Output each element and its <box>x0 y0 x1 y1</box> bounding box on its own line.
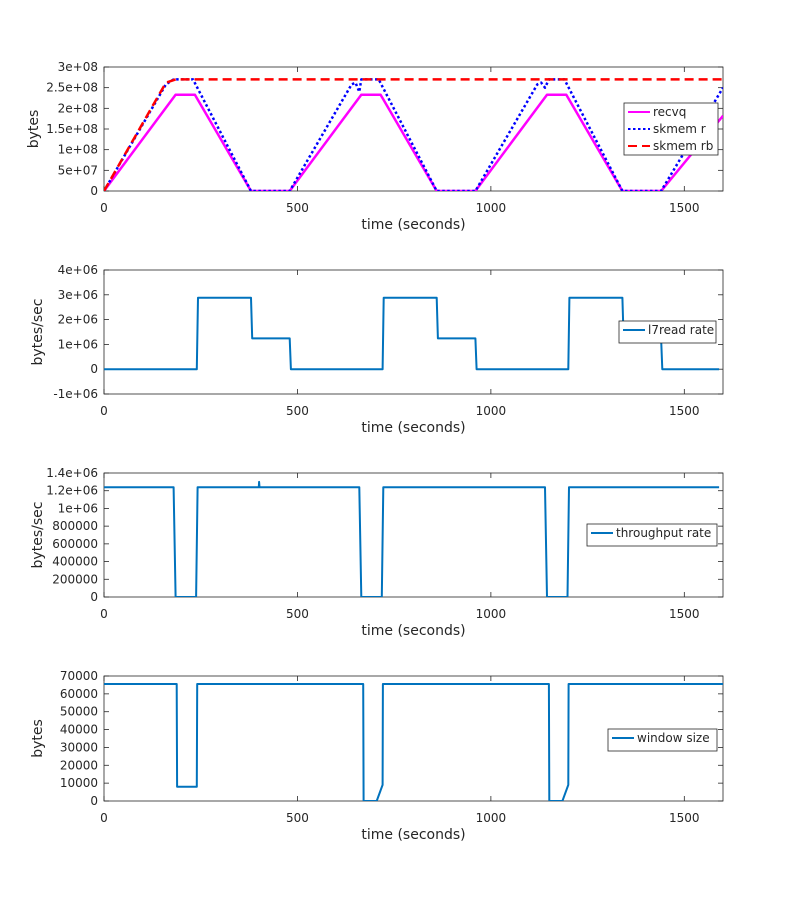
legend-box <box>607 728 718 752</box>
subplot-1: 0 500 1000 1500 0 5e+07 1e+08 1.5e+08 2e+08 2.5e+… <box>26 60 724 233</box>
y-tick-label: 10000 <box>60 776 98 790</box>
y-tick-label: 5e+07 <box>58 163 98 177</box>
x-tick-label: 500 <box>286 811 309 825</box>
x-tick-label: 0 <box>100 607 108 621</box>
y-tick-label: 0 <box>90 184 98 198</box>
x-tick-label: 1000 <box>476 201 507 215</box>
axes-frame <box>103 472 724 598</box>
x-axis-label: time (seconds) <box>361 827 465 843</box>
x-tick-label: 0 <box>100 201 108 215</box>
x-tick-label: 500 <box>286 404 309 418</box>
y-tick-label: 2e+08 <box>58 101 98 115</box>
x-axis-label: time (seconds) <box>361 420 465 436</box>
y-tick-label: 1.2e+06 <box>46 484 98 498</box>
y-axis-label: bytes/sec <box>30 299 46 366</box>
legend-entry: skmem rb <box>653 139 713 153</box>
legend: recvq skmem r skmem rb <box>623 102 719 156</box>
x-tick-label: 500 <box>286 607 309 621</box>
y-axis-label: bytes <box>26 110 42 149</box>
y-tick-label: 0 <box>90 362 98 376</box>
legend-entry: skmem r <box>653 122 706 136</box>
x-tick-label: 0 <box>100 404 108 418</box>
x-tick-label: 1000 <box>476 404 507 418</box>
y-tick-label: 0 <box>90 590 98 604</box>
series-line-throughput-rate <box>104 480 720 597</box>
legend-entry: throughput rate <box>616 526 711 540</box>
y-tick-label: -1e+06 <box>53 387 98 401</box>
y-tick-label: 70000 <box>60 669 98 683</box>
y-tick-label: 2e+06 <box>58 313 98 327</box>
series-line-recvq <box>104 93 723 191</box>
series-line-skmem-rb <box>104 78 723 191</box>
y-tick-label: 40000 <box>60 723 98 737</box>
legend-box <box>586 523 718 547</box>
x-tick-label: 1500 <box>669 607 700 621</box>
x-tick-label: 1500 <box>669 811 700 825</box>
y-tick-label: 0 <box>90 794 98 808</box>
y-tick-label: 4e+06 <box>58 263 98 277</box>
x-axis-label: time (seconds) <box>361 623 465 639</box>
legend: l7read rate <box>618 320 717 344</box>
y-tick-label: 600000 <box>52 537 98 551</box>
y-tick-label: 3e+06 <box>58 288 98 302</box>
x-tick-label: 1000 <box>476 607 507 621</box>
legend-entry: l7read rate <box>648 323 714 337</box>
subplot-4: 0 500 1000 1500 0 10000 20000 30000 40000 50000 60… <box>30 669 724 843</box>
y-tick-label: 1.5e+08 <box>46 122 98 136</box>
y-tick-label: 20000 <box>60 758 98 772</box>
series-line-window-size <box>104 683 723 801</box>
x-tick-label: 1000 <box>476 811 507 825</box>
x-tick-label: 0 <box>100 811 108 825</box>
y-tick-label: 50000 <box>60 705 98 719</box>
y-tick-label: 200000 <box>52 572 98 586</box>
axes-frame <box>103 675 724 802</box>
legend: throughput rate <box>586 523 718 547</box>
legend-box <box>618 320 717 344</box>
legend-entry: window size <box>637 731 710 745</box>
y-tick-label: 1e+08 <box>58 143 98 157</box>
x-axis-label: time (seconds) <box>361 217 465 233</box>
y-tick-label: 60000 <box>60 687 98 701</box>
y-tick-label: 400000 <box>52 555 98 569</box>
legend-entry: recvq <box>653 105 686 119</box>
axes-frame <box>103 269 724 395</box>
y-axis-label: bytes <box>30 719 46 758</box>
subplot-3: 0 500 1000 1500 0 200000 400000 600000 800000 1e+… <box>30 466 724 639</box>
y-tick-label: 1e+06 <box>58 501 98 515</box>
y-tick-label: 3e+08 <box>58 60 98 74</box>
y-tick-label: 1.4e+06 <box>46 466 98 480</box>
x-tick-label: 1500 <box>669 404 700 418</box>
y-tick-label: 800000 <box>52 519 98 533</box>
subplot-2: 0 500 1000 1500-1e+0601e+062e+063e+064e+06t… <box>30 263 724 436</box>
y-tick-label: 1e+06 <box>58 337 98 351</box>
y-tick-label: 2.5e+08 <box>46 81 98 95</box>
x-tick-label: 1500 <box>669 201 700 215</box>
x-tick-label: 500 <box>286 201 309 215</box>
y-axis-label: bytes/sec <box>30 502 46 569</box>
legend: window size <box>607 728 718 752</box>
y-tick-label: 30000 <box>60 740 98 754</box>
